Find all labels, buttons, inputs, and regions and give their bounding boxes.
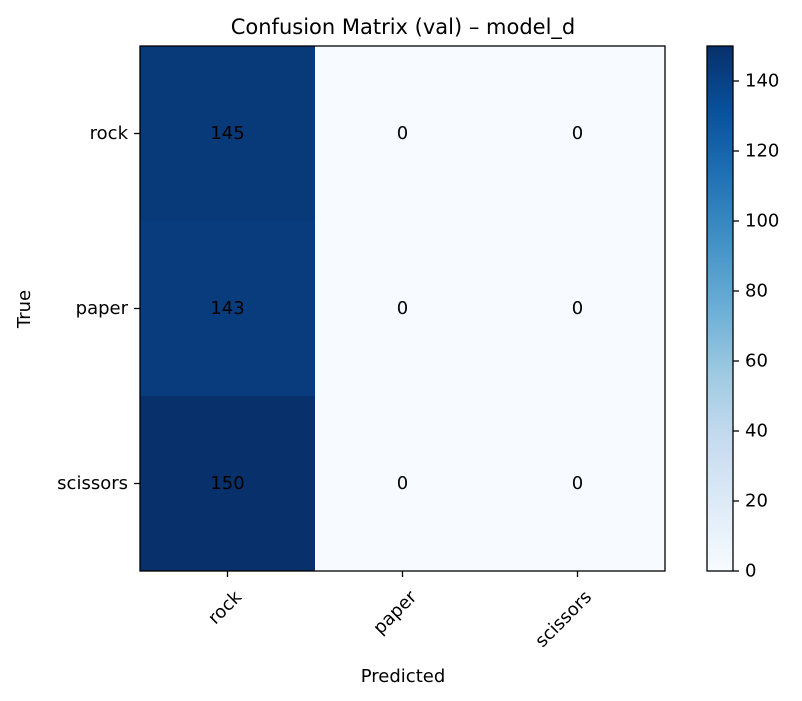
colorbar-tick-label: 20 (745, 491, 768, 512)
heatmap-cell-labels: 145 0 0 143 0 0 150 0 0 (210, 123, 583, 494)
colorbar-ticks: 0 20 40 60 80 100 120 140 (733, 71, 779, 582)
y-axis-label: True (14, 290, 35, 329)
cell-value-label: 0 (397, 473, 408, 494)
heatmap-cell (490, 396, 666, 572)
x-axis-ticks: rock paper scissors (204, 571, 596, 652)
colorbar-tick-label: 0 (745, 561, 756, 582)
cell-value-label: 0 (572, 298, 583, 319)
chart-title: Confusion Matrix (val) – model_d (231, 15, 576, 40)
heatmap-cell (490, 46, 666, 222)
x-tick-label: rock (204, 586, 246, 628)
x-tick-label: scissors (531, 587, 596, 652)
heatmap-cell (315, 46, 491, 222)
colorbar-tick-label: 40 (745, 421, 768, 442)
x-axis-label: Predicted (361, 666, 446, 687)
colorbar-tick-label: 120 (745, 141, 779, 162)
y-tick-label: scissors (57, 473, 128, 494)
colorbar-tick-label: 100 (745, 211, 779, 232)
heatmap-cell (140, 396, 316, 572)
y-tick-label: paper (76, 298, 129, 319)
heatmap-cell (315, 221, 491, 397)
heatmap-cell (140, 221, 316, 397)
y-tick-label: rock (90, 123, 129, 144)
heatmap-cell (490, 221, 666, 397)
colorbar-tick-label: 60 (745, 351, 768, 372)
cell-value-label: 0 (397, 298, 408, 319)
cell-value-label: 143 (210, 298, 244, 319)
cell-value-label: 0 (397, 123, 408, 144)
cell-value-label: 0 (572, 123, 583, 144)
colorbar-tick-label: 80 (745, 281, 768, 302)
cell-value-label: 145 (210, 123, 244, 144)
x-tick-label: paper (369, 586, 421, 638)
colorbar (706, 45, 734, 572)
heatmap-cell (140, 46, 316, 222)
y-axis-ticks: rock paper scissors (57, 123, 140, 494)
heatmap-cells (140, 46, 666, 572)
cell-value-label: 150 (210, 473, 244, 494)
heatmap-cell (315, 396, 491, 572)
colorbar-tick-label: 140 (745, 71, 779, 92)
cell-value-label: 0 (572, 473, 583, 494)
